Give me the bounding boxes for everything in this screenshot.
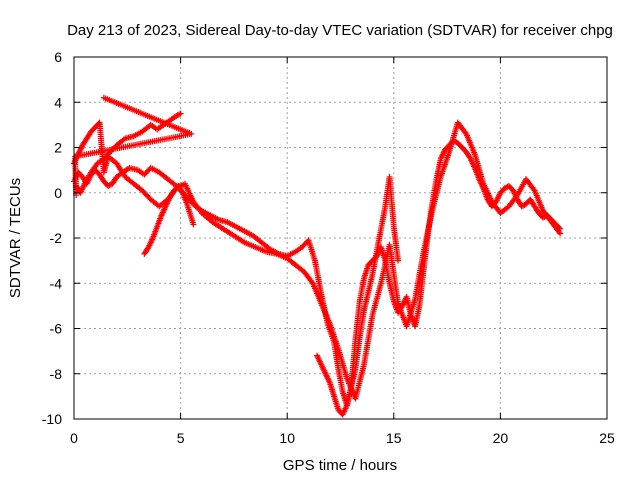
x-axis-title: GPS time / hours: [283, 457, 397, 474]
data-points: [71, 94, 564, 418]
x-tick-label: 20: [493, 430, 509, 446]
y-tick-label: -10: [42, 411, 62, 427]
y-tick-label: -6: [50, 321, 63, 337]
grid-lines: [74, 57, 607, 419]
data-point: [395, 257, 402, 264]
y-tick-label: 6: [54, 49, 62, 65]
series-sdtvar_d: [141, 182, 197, 257]
x-tick-label: 0: [70, 430, 78, 446]
x-tick-label: 10: [279, 430, 295, 446]
y-tick-label: 2: [54, 140, 62, 156]
y-tick-label: -8: [50, 366, 63, 382]
y-tick-label: -4: [50, 275, 63, 291]
series-sdtvar_a: [71, 137, 564, 409]
y-tick-label: -2: [50, 230, 63, 246]
series-sdtvar_e: [314, 173, 402, 418]
data-point: [190, 221, 197, 228]
y-axis-title: SDTVAR / TECUs: [7, 178, 24, 298]
axis-ticks: 0 5 10 15 20 25 -10 -8 -6 -4 -2 0 2 4 6: [42, 49, 615, 446]
x-tick-label: 15: [386, 430, 402, 446]
series-sdtvar_c: [73, 110, 184, 196]
x-tick-label: 25: [599, 430, 615, 446]
chart-title: Day 213 of 2023, Sidereal Day-to-day VTE…: [67, 22, 613, 39]
data-point: [557, 230, 564, 237]
x-tick-label: 5: [177, 430, 185, 446]
series-sdtvar_outliers: [72, 94, 195, 199]
y-tick-label: 4: [54, 94, 62, 110]
data-point: [177, 110, 184, 117]
y-tick-label: 0: [54, 185, 62, 201]
